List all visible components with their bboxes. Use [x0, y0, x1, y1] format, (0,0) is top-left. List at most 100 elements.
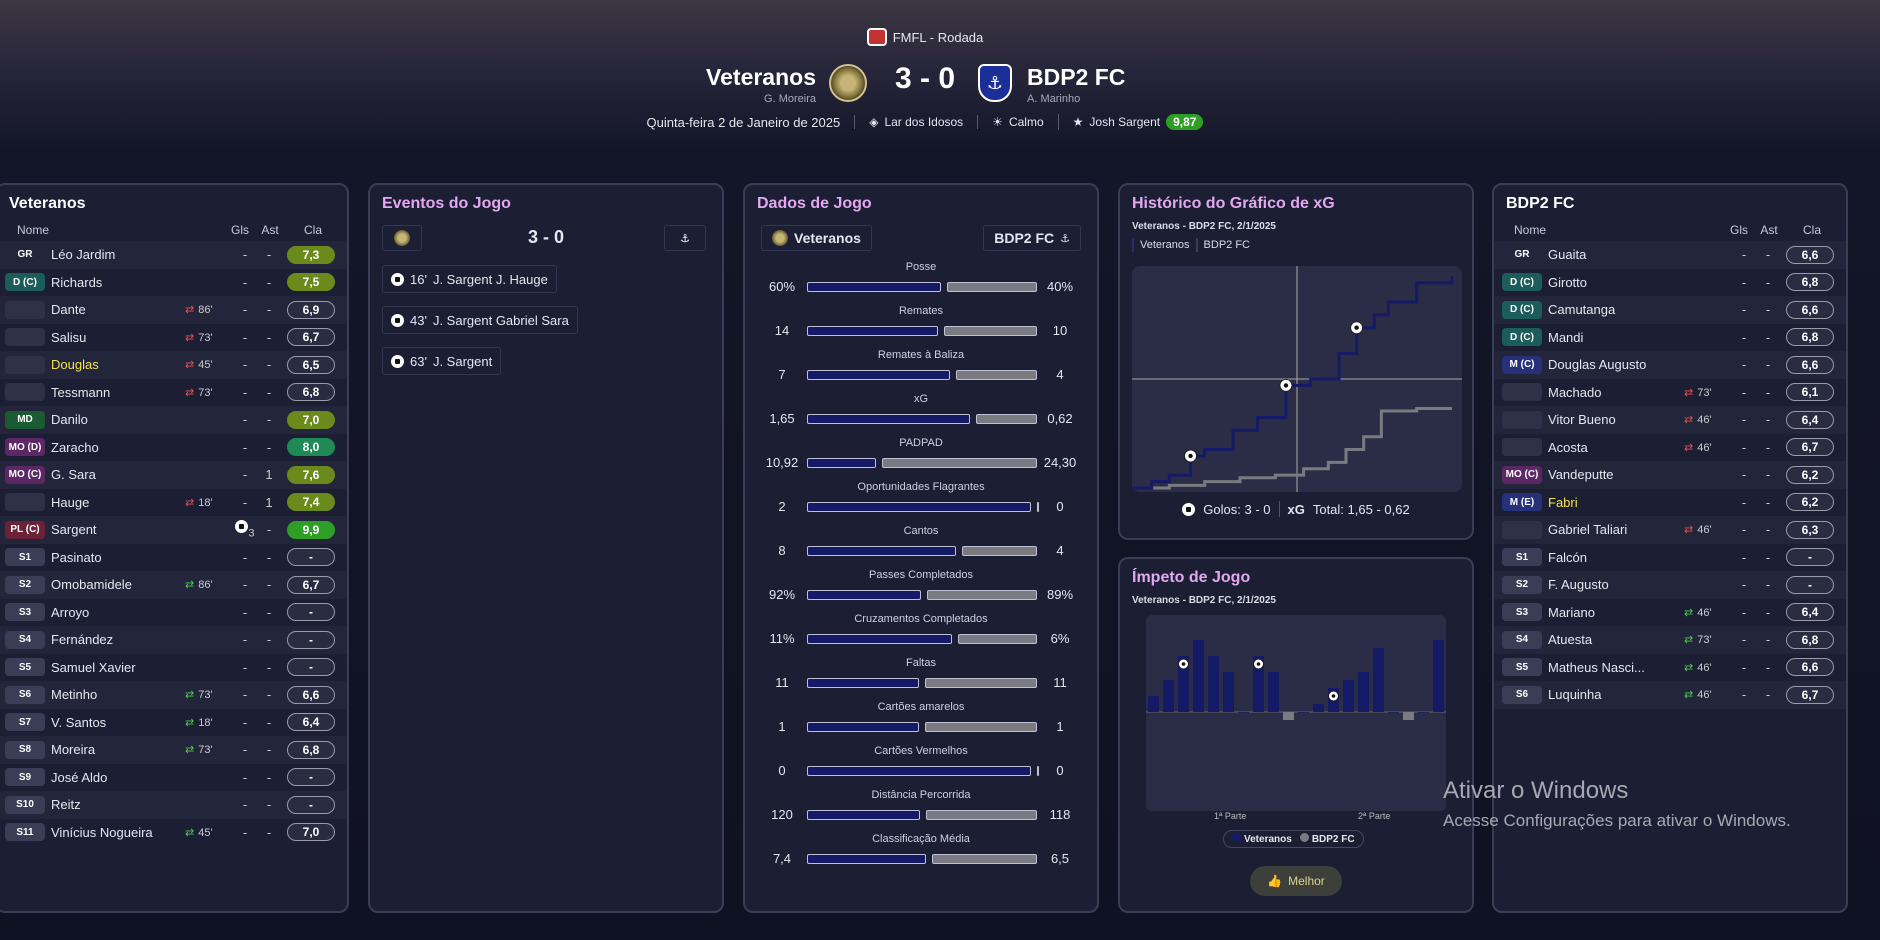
player-name[interactable]: Luquinha [1548, 687, 1684, 702]
player-row[interactable]: MO (D) Zaracho - -8,0 [0, 434, 347, 462]
player-row[interactable]: MO (C) Vandeputte - -6,2 [1494, 461, 1846, 489]
player-row[interactable]: S1 Falcón - - - [1494, 544, 1846, 572]
player-name[interactable]: Pasinato [51, 550, 185, 565]
player-row[interactable]: Gabriel Taliari ⇄ 46' - -6,3 [1494, 516, 1846, 544]
player-name[interactable]: Reitz [51, 797, 185, 812]
player-name[interactable]: Vinícius Nogueira [51, 825, 185, 840]
assists: - [257, 522, 281, 537]
player-row[interactable]: Vitor Bueno ⇄ 46' - -6,4 [1494, 406, 1846, 434]
player-name[interactable]: Tessmann [51, 385, 185, 400]
player-name[interactable]: V. Santos [51, 715, 185, 730]
player-row[interactable]: S10 Reitz - - - [0, 791, 347, 819]
player-name[interactable]: Moreira [51, 742, 185, 757]
player-row[interactable]: S5 Samuel Xavier - - - [0, 654, 347, 682]
player-name[interactable]: Girotto [1548, 275, 1684, 290]
stat-away-value: 40% [1035, 279, 1085, 294]
stats-home-team[interactable]: Veteranos [761, 225, 872, 251]
player-name[interactable]: Gabriel Taliari [1548, 522, 1684, 537]
player-name[interactable]: Dante [51, 302, 185, 317]
player-name[interactable]: Douglas Augusto [1548, 357, 1684, 372]
player-row[interactable]: S4 Fernández - - - [0, 626, 347, 654]
player-row[interactable]: PL (C) Sargent 3-9,9 [0, 516, 347, 544]
player-row[interactable]: S6 Metinho ⇄ 73' - -6,6 [0, 681, 347, 709]
player-row[interactable]: GR Guaita - -6,6 [1494, 241, 1846, 269]
event-item[interactable]: 63' J. Sargent [382, 347, 501, 375]
goals: - [233, 440, 257, 455]
player-row[interactable]: D (C) Mandi - -6,8 [1494, 324, 1846, 352]
player-name[interactable]: Matheus Nasci... [1548, 660, 1684, 675]
player-name[interactable]: Guaita [1548, 247, 1684, 262]
player-row[interactable]: S5 Matheus Nasci... ⇄ 46' - -6,6 [1494, 654, 1846, 682]
away-manager[interactable]: A. Marinho [1027, 93, 1125, 105]
player-name[interactable]: Fernández [51, 632, 185, 647]
player-name[interactable]: Richards [51, 275, 185, 290]
player-row[interactable]: Salisu ⇄ 73' - -6,7 [0, 324, 347, 352]
momentum-legend-away[interactable]: BDP2 FC [1300, 833, 1355, 845]
player-name[interactable]: Camutanga [1548, 302, 1684, 317]
assists: - [257, 302, 281, 317]
mvp-name[interactable]: Josh Sargent [1089, 115, 1160, 129]
away-team-name[interactable]: BDP2 FC [1027, 64, 1125, 91]
player-row[interactable]: MO (C) G. Sara - 1 7,6 [0, 461, 347, 489]
player-name[interactable]: Douglas [51, 357, 185, 372]
player-row[interactable]: S4 Atuesta ⇄ 73' - -6,8 [1494, 626, 1846, 654]
player-row[interactable]: M (E) Fabri - -6,2 [1494, 489, 1846, 517]
player-name[interactable]: Salisu [51, 330, 185, 345]
player-name[interactable]: G. Sara [51, 467, 185, 482]
player-name[interactable]: Fabri [1548, 495, 1684, 510]
player-row[interactable]: Hauge ⇄ 18' -1 7,4 [0, 489, 347, 517]
player-name[interactable]: Léo Jardim [51, 247, 185, 262]
player-name[interactable]: Omobamidele [51, 577, 185, 592]
player-name[interactable]: Mandi [1548, 330, 1684, 345]
player-row[interactable]: S1 Pasinato - - - [0, 544, 347, 572]
player-row[interactable]: Douglas ⇄ 45' - -6,5 [0, 351, 347, 379]
player-row[interactable]: S2 F. Augusto - - - [1494, 571, 1846, 599]
player-name[interactable]: Zaracho [51, 440, 185, 455]
player-name[interactable]: Danilo [51, 412, 185, 427]
player-name[interactable]: Machado [1548, 385, 1684, 400]
player-name[interactable]: Metinho [51, 687, 185, 702]
home-team-name[interactable]: Veteranos [706, 64, 816, 91]
stats-away-team[interactable]: BDP2 FC ⚓ [983, 225, 1081, 251]
player-row[interactable]: S3 Mariano ⇄ 46' - -6,4 [1494, 599, 1846, 627]
competition-name[interactable]: FMFL - Rodada [893, 30, 984, 45]
player-row[interactable]: Machado ⇄ 73' - -6,1 [1494, 379, 1846, 407]
event-item[interactable]: 16' J. Sargent J. Hauge [382, 265, 557, 293]
goals: - [233, 412, 257, 427]
player-row[interactable]: Acosta ⇄ 46' - -6,7 [1494, 434, 1846, 462]
player-name[interactable]: Hauge [51, 495, 185, 510]
player-name[interactable]: Falcón [1548, 550, 1684, 565]
player-row[interactable]: GR Léo Jardim - -7,3 [0, 241, 347, 269]
stadium-name[interactable]: Lar dos Idosos [884, 115, 963, 129]
player-row[interactable]: M (C) Douglas Augusto - -6,6 [1494, 351, 1846, 379]
player-row[interactable]: S6 Luquinha ⇄ 46' - -6,7 [1494, 681, 1846, 709]
player-row[interactable]: MD Danilo - -7,0 [0, 406, 347, 434]
player-row[interactable]: S9 José Aldo - - - [0, 764, 347, 792]
best-button[interactable]: 👍 Melhor [1250, 866, 1342, 896]
player-name[interactable]: José Aldo [51, 770, 185, 785]
xg-legend-away[interactable]: BDP2 FC [1196, 238, 1256, 252]
xg-legend-home[interactable]: Veteranos [1132, 238, 1196, 252]
player-name[interactable]: Arroyo [51, 605, 185, 620]
player-row[interactable]: S2 Omobamidele ⇄ 86' - -6,7 [0, 571, 347, 599]
player-row[interactable]: S3 Arroyo - - - [0, 599, 347, 627]
player-row[interactable]: D (C) Camutanga - -6,6 [1494, 296, 1846, 324]
home-manager[interactable]: G. Moreira [706, 93, 816, 105]
player-name[interactable]: F. Augusto [1548, 577, 1684, 592]
player-name[interactable]: Vandeputte [1548, 467, 1684, 482]
player-name[interactable]: Acosta [1548, 440, 1684, 455]
player-row[interactable]: Tessmann ⇄ 73' - -6,8 [0, 379, 347, 407]
player-name[interactable]: Samuel Xavier [51, 660, 185, 675]
player-name[interactable]: Mariano [1548, 605, 1684, 620]
player-name[interactable]: Atuesta [1548, 632, 1684, 647]
player-row[interactable]: S11 Vinícius Nogueira ⇄ 45' - -7,0 [0, 819, 347, 847]
momentum-legend-home[interactable]: Veteranos [1232, 833, 1292, 845]
player-row[interactable]: D (C) Richards - -7,5 [0, 269, 347, 297]
player-row[interactable]: D (C) Girotto - -6,8 [1494, 269, 1846, 297]
player-row[interactable]: S7 V. Santos ⇄ 18' - -6,4 [0, 709, 347, 737]
player-name[interactable]: Vitor Bueno [1548, 412, 1684, 427]
player-name[interactable]: Sargent [51, 522, 185, 537]
player-row[interactable]: S8 Moreira ⇄ 73' - -6,8 [0, 736, 347, 764]
player-row[interactable]: Dante ⇄ 86' - -6,9 [0, 296, 347, 324]
event-item[interactable]: 43' J. Sargent Gabriel Sara [382, 306, 578, 334]
